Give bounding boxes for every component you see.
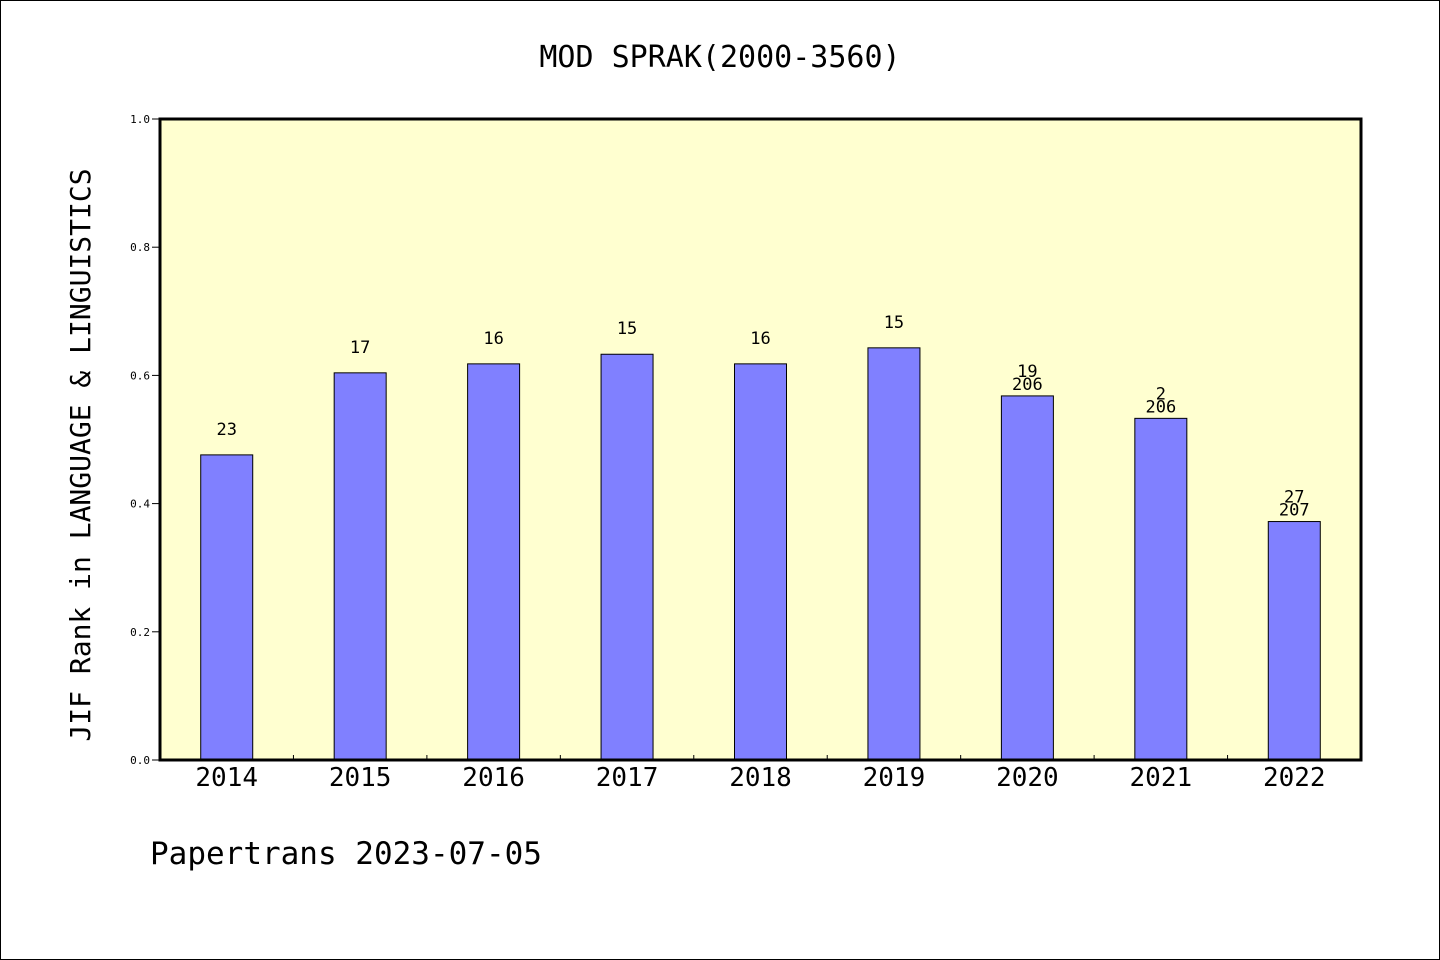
x-tick-label-2019: 2019 bbox=[863, 763, 926, 793]
y-tick-label: 0.8 bbox=[130, 241, 150, 254]
x-tick-label-2020: 2020 bbox=[996, 763, 1059, 793]
y-tick-label: 1.0 bbox=[130, 113, 150, 126]
bar-2014 bbox=[200, 454, 254, 761]
x-tick-label-2017: 2017 bbox=[596, 763, 659, 793]
data-label-2016: 16 bbox=[483, 329, 503, 349]
data-label-2020-0: 19 bbox=[1017, 362, 1037, 382]
y-axis: 0.0 0.2 0.4 0.6 0.8 1.0 bbox=[130, 113, 160, 767]
bar-2022 bbox=[1267, 521, 1321, 761]
bar-2019 bbox=[867, 347, 921, 761]
bar-2017 bbox=[600, 353, 654, 761]
chart-title: MOD SPRAK(2000-3560) bbox=[539, 40, 900, 75]
y-tick-label: 0.2 bbox=[130, 626, 150, 639]
x-tick-label-2022: 2022 bbox=[1263, 763, 1326, 793]
x-tick-label-2021: 2021 bbox=[1130, 763, 1193, 793]
y-tick-label: 0.4 bbox=[130, 498, 150, 511]
bar-2021 bbox=[1134, 417, 1188, 761]
y-tick-label: 0.6 bbox=[130, 369, 150, 382]
x-tick-label-2014: 2014 bbox=[195, 763, 258, 793]
data-label-2017: 15 bbox=[617, 319, 637, 339]
plot-border bbox=[158, 117, 1363, 762]
bars bbox=[200, 347, 1321, 761]
data-label-2022-1: 207 bbox=[1279, 501, 1310, 521]
bar-2020 bbox=[1000, 395, 1054, 761]
x-tick-label-2018: 2018 bbox=[729, 763, 792, 793]
data-label-2022-0: 27 bbox=[1284, 488, 1304, 508]
y-axis-label: JIF Rank in LANGUAGE & LINGUISTICS bbox=[64, 168, 97, 741]
bar-2016 bbox=[467, 363, 521, 761]
data-label-2014: 23 bbox=[216, 420, 236, 440]
data-label-2021-0: 2 bbox=[1156, 384, 1166, 404]
data-label-2019: 15 bbox=[884, 313, 904, 333]
data-label-2020-1: 206 bbox=[1012, 375, 1043, 395]
x-tick-label-2015: 2015 bbox=[329, 763, 392, 793]
data-label-2015: 17 bbox=[350, 338, 370, 358]
y-tick-label: 0.0 bbox=[130, 754, 150, 767]
bar-2015 bbox=[333, 372, 387, 761]
x-tick-label-2016: 2016 bbox=[462, 763, 525, 793]
data-label-2021-1: 206 bbox=[1145, 397, 1176, 417]
bar-2018 bbox=[734, 363, 787, 761]
x-axis: 2014 2015 2016 2017 2018 2019 2020 2021 2022 bbox=[195, 755, 1326, 793]
data-label-2018: 16 bbox=[750, 329, 770, 349]
footer-credit: Papertrans 2023-07-05 bbox=[150, 836, 542, 872]
